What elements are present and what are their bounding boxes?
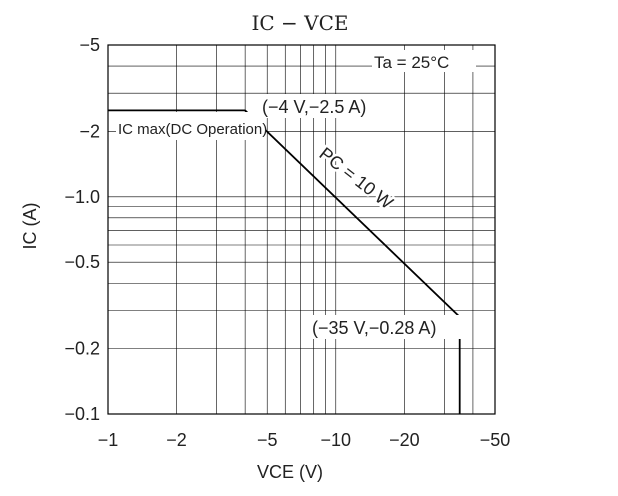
- temp-label-bg: [372, 50, 476, 72]
- point-a-label-bg: [261, 94, 393, 118]
- x-tick-label: −10: [321, 430, 352, 450]
- x-tick-label: −2: [166, 430, 187, 450]
- x-tick-label: −1: [98, 430, 119, 450]
- point-a-annotation: (−4 V,−2.5 A): [262, 97, 366, 117]
- x-tick-label: −50: [480, 430, 511, 450]
- x-tick-label: −5: [257, 430, 278, 450]
- ic-max-label-bg: [116, 112, 266, 140]
- chart-title: IC − VCE: [251, 11, 348, 35]
- y-tick-label: −1.0: [64, 187, 100, 207]
- y-tick-label: −0.1: [64, 404, 100, 424]
- plot-frame: [107, 44, 496, 415]
- point-b-annotation: (−35 V,−0.28 A): [312, 318, 436, 338]
- x-tick-label: −20: [389, 430, 420, 450]
- y-tick-label: −0.5: [64, 252, 100, 272]
- y-tick-label: −2: [79, 121, 100, 141]
- tick-labels: −1 −2 −5 −10 −20 −50 −0.1 −0.2 −0.5 −1.0 −2 −5: [64, 35, 510, 450]
- series-group: [108, 109, 461, 414]
- x-axis-label: VCE (V): [257, 462, 323, 482]
- soa-boundary-line: [108, 109, 461, 414]
- ic-max-annotation: IC max(DC Operation): [118, 121, 267, 138]
- point-b-label-bg: [310, 315, 468, 339]
- y-tick-label: −5: [79, 35, 100, 55]
- y-tick-label: −0.2: [64, 339, 100, 359]
- y-axis-label: IC (A): [20, 203, 40, 250]
- temp-annotation: Ta = 25°C: [374, 53, 449, 72]
